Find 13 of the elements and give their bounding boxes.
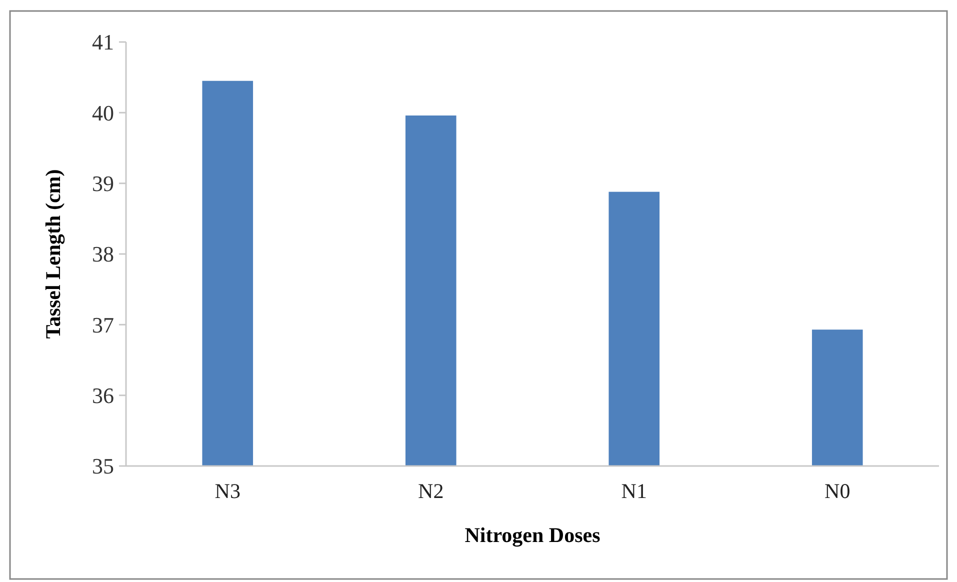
y-tick-label: 36 [92, 383, 114, 408]
y-tick-label: 38 [92, 242, 114, 267]
x-tick-label: N2 [418, 479, 444, 503]
y-tick-label: 41 [92, 30, 114, 55]
x-tick-label: N3 [214, 479, 240, 503]
x-tick-label: N0 [824, 479, 850, 503]
y-tick-label: 35 [92, 454, 114, 479]
y-tick-label: 37 [92, 312, 114, 338]
x-axis-title: Nitrogen Doses [464, 523, 600, 547]
x-tick-label: N1 [621, 479, 647, 503]
y-tick-label: 39 [92, 171, 114, 196]
y-axis-title: Tassel Length (cm) [41, 169, 65, 339]
y-tick-label: 40 [92, 100, 114, 126]
